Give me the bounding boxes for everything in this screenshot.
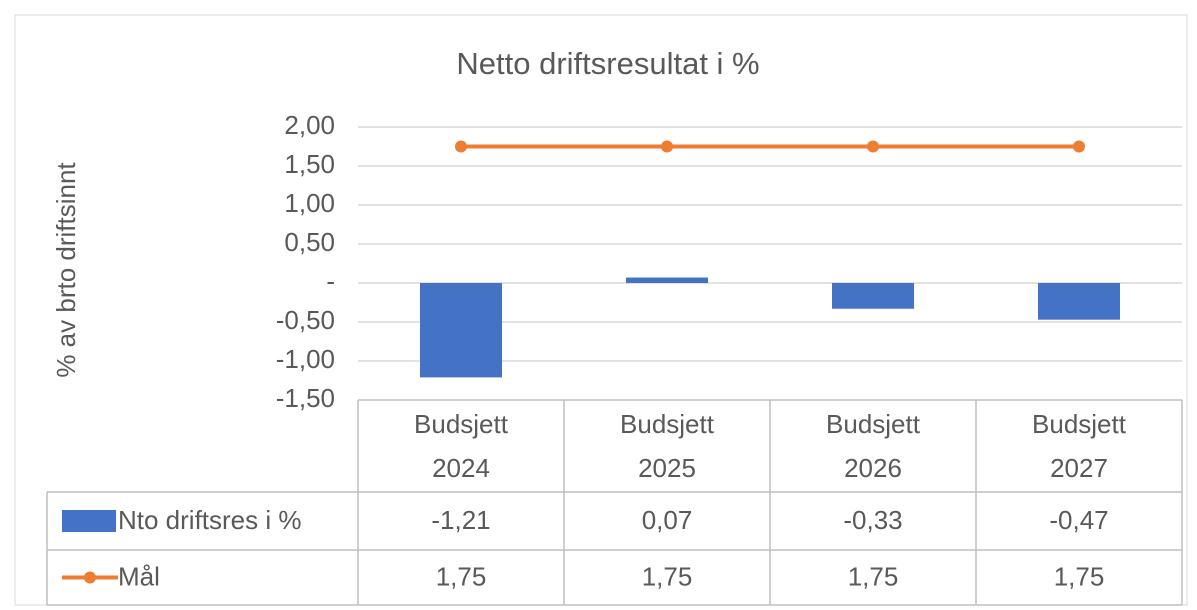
chart-title: Netto driftsresultat i % xyxy=(456,46,759,81)
category-text: Budsjett 2024 xyxy=(414,409,508,483)
line-marker xyxy=(1073,140,1085,153)
y-tick-label: 1,00 xyxy=(284,188,335,218)
y-tick-label: 2,00 xyxy=(284,110,335,140)
y-tick-label: 1,50 xyxy=(284,149,335,179)
y-tick-label: -1,50 xyxy=(276,383,335,413)
x-tick-label: Budsjett 2025 xyxy=(564,400,770,492)
line-marker xyxy=(455,140,467,153)
table-value: 0,07 xyxy=(642,505,693,535)
legend-marker xyxy=(84,571,96,584)
table-value: -1,21 xyxy=(431,505,490,535)
category-text: Budsjett 2026 xyxy=(826,409,920,483)
y-tick-label: - xyxy=(326,266,335,296)
y-axis-label: % av brto driftsinnt xyxy=(51,162,81,378)
bar xyxy=(420,283,502,378)
legend-swatch xyxy=(62,510,116,532)
table-value: -0,33 xyxy=(843,505,902,535)
y-tick-label: -0,50 xyxy=(276,305,335,335)
x-tick-label: Budsjett 2024 xyxy=(358,400,564,492)
bar xyxy=(626,277,708,283)
table-value: 1,75 xyxy=(1054,561,1105,591)
table-value: 1,75 xyxy=(848,561,899,591)
legend-label: Nto driftsres i % xyxy=(118,505,302,535)
line-marker xyxy=(661,140,673,153)
category-text: Budsjett 2027 xyxy=(1032,409,1126,483)
y-tick-label: -1,00 xyxy=(276,344,335,374)
bar xyxy=(1038,283,1120,320)
line-marker xyxy=(867,140,879,153)
y-tick-label: 0,50 xyxy=(284,227,335,257)
x-tick-label: Budsjett 2027 xyxy=(976,400,1182,492)
table-value: 1,75 xyxy=(436,561,487,591)
legend-label: Mål xyxy=(118,561,160,591)
x-tick-label: Budsjett 2026 xyxy=(770,400,976,492)
table-value: 1,75 xyxy=(642,561,693,591)
category-text: Budsjett 2025 xyxy=(620,409,714,483)
bar xyxy=(832,283,914,309)
table-value: -0,47 xyxy=(1049,505,1108,535)
